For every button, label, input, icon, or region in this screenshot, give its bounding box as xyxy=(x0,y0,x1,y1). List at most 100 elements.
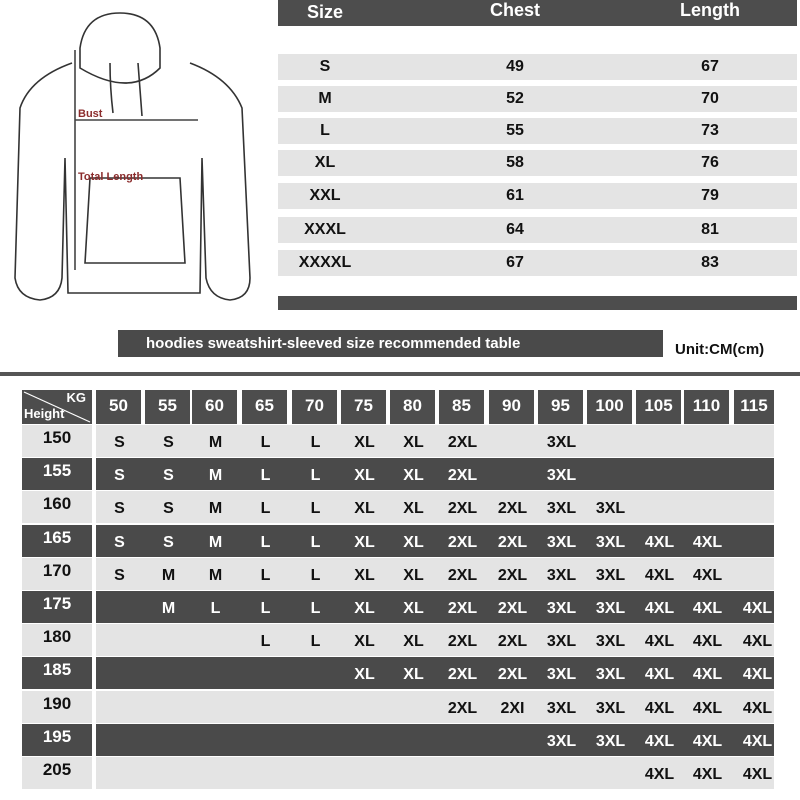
size-cell: L xyxy=(310,633,321,651)
divider xyxy=(0,372,800,376)
length-cell: 73 xyxy=(701,122,719,139)
chest-cell: 61 xyxy=(506,187,524,204)
size-cell: L xyxy=(260,566,271,584)
height-cell-bg xyxy=(22,458,92,491)
size-cell: S xyxy=(114,566,125,584)
size-cell: S xyxy=(163,500,174,518)
size-cell: 4XL xyxy=(644,732,675,750)
weight-header: 55 xyxy=(145,390,190,424)
size-cell: 3XL xyxy=(595,699,626,717)
kg-label: KG xyxy=(66,390,87,405)
size-cell: 4XL xyxy=(644,666,675,684)
size-row: XXL 61 79 xyxy=(278,183,797,209)
size-cell: 4XL xyxy=(692,666,723,684)
size-cell: S xyxy=(114,533,125,551)
size-cell: 3XL xyxy=(595,600,626,617)
size-cell: 2XL xyxy=(497,566,528,584)
size-cell: XL xyxy=(354,666,375,684)
size-cell: 4XL xyxy=(644,600,675,617)
size-cell: M xyxy=(208,500,223,518)
size-cell: 4XL xyxy=(692,766,723,783)
height-value: 150 xyxy=(42,428,72,447)
size-cell: L xyxy=(310,500,321,518)
size-cell: 3XL xyxy=(546,666,577,684)
size-cell: 3XL xyxy=(595,633,626,651)
size-cell: 2XL xyxy=(447,666,478,684)
size-cell: 2XL xyxy=(497,633,528,651)
size-cell: 3XL xyxy=(546,500,577,518)
header-size: Size xyxy=(306,2,344,22)
size-cell: 3XL xyxy=(595,666,626,684)
size-cell: 2XL xyxy=(447,566,478,584)
size-cell: L xyxy=(310,600,321,617)
size-row: XXXL 64 81 xyxy=(278,217,797,243)
size-cell: 4XL xyxy=(644,566,675,584)
size-cell: 4XL xyxy=(742,633,773,651)
size-cell: XL xyxy=(354,467,375,485)
size-cell: 2XL xyxy=(447,434,478,451)
size-row: XXXXL 67 83 xyxy=(278,250,797,276)
table-row xyxy=(96,690,774,723)
height-value: 185 xyxy=(42,660,72,680)
chest-cell: 55 xyxy=(506,122,524,139)
size-cell: 2XL xyxy=(497,500,528,518)
size-cell: XL xyxy=(403,600,424,617)
size-cell: XL xyxy=(403,467,424,485)
size-cell: 4XL xyxy=(742,766,773,783)
size-cell: 3XL xyxy=(546,600,577,617)
size-cell: 3XL xyxy=(595,732,626,750)
height-cell-bg xyxy=(22,591,92,623)
weight-header: 75 xyxy=(341,390,386,424)
size-cell: 3XL xyxy=(546,732,577,750)
size-cell: M xyxy=(318,90,332,107)
weight-header: 65 xyxy=(242,390,287,424)
height-value: 165 xyxy=(42,527,72,547)
size-cell: XL xyxy=(403,533,424,551)
size-cell: L xyxy=(210,600,221,617)
length-cell: 79 xyxy=(701,187,719,204)
size-cell: L xyxy=(260,533,271,551)
unit-label: Unit:CM(cm) xyxy=(675,341,765,358)
size-chart-table: Size Chest Length S 49 67 M 52 70 L 55 73 XL 58 76 X… xyxy=(278,0,797,310)
size-cell: M xyxy=(161,600,176,617)
height-label: Height xyxy=(24,406,65,421)
table-row xyxy=(96,491,774,524)
chest-cell: 64 xyxy=(506,221,524,238)
size-cell: XL xyxy=(403,566,424,584)
size-cell: M xyxy=(208,533,223,551)
height-cell-bg xyxy=(22,624,92,657)
size-cell: XL xyxy=(314,154,336,171)
weight-header: 60 xyxy=(192,390,237,424)
size-cell: L xyxy=(320,122,330,139)
height-cell-bg xyxy=(22,425,92,457)
size-cell: M xyxy=(161,566,176,584)
size-cell: 2XL xyxy=(447,633,478,651)
bust-label: Bust xyxy=(78,108,103,120)
size-cell: S xyxy=(163,467,174,485)
size-cell: 3XL xyxy=(546,467,577,485)
length-cell: 76 xyxy=(701,154,719,171)
size-cell: 3XL xyxy=(595,566,626,584)
size-cell: XL xyxy=(354,566,375,584)
size-cell: 4XL xyxy=(644,533,675,551)
size-cell: L xyxy=(260,434,271,451)
table-row xyxy=(96,624,774,657)
table-row xyxy=(96,524,774,557)
size-cell: S xyxy=(114,434,125,451)
size-cell: L xyxy=(310,566,321,584)
height-cell-bg xyxy=(22,757,92,789)
size-cell: 3XL xyxy=(546,434,577,451)
size-cell: L xyxy=(260,500,271,518)
length-cell: 70 xyxy=(701,90,719,107)
size-cell: XL xyxy=(354,600,375,617)
size-cell: 4XL xyxy=(692,633,723,651)
table-row xyxy=(96,757,774,789)
size-cell: S xyxy=(319,58,331,75)
size-cell: M xyxy=(208,467,223,485)
weight-header: 50 xyxy=(96,390,141,424)
size-cell: 4XL xyxy=(742,699,773,717)
size-cell: XL xyxy=(403,500,424,518)
size-cell: 3XL xyxy=(546,566,577,584)
size-cell: 4XL xyxy=(692,600,723,617)
height-value: 195 xyxy=(42,726,72,746)
